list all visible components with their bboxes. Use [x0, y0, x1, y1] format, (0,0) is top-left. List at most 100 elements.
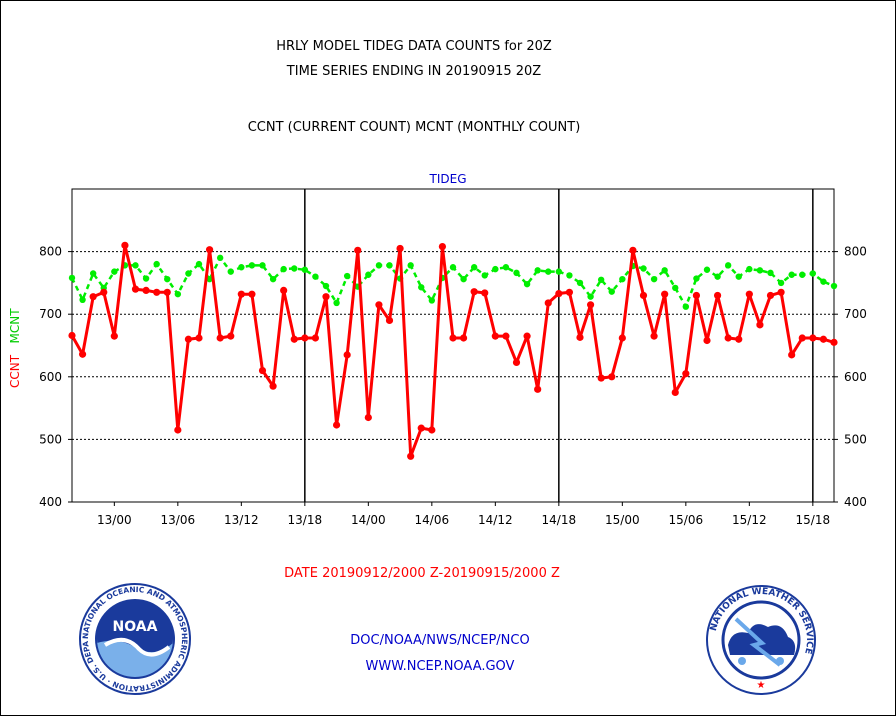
- ccnt-point: [544, 299, 552, 307]
- ccnt-point: [301, 334, 309, 342]
- mcnt-point: [682, 303, 690, 310]
- mcnt-point: [576, 279, 584, 287]
- mcnt-point: [386, 262, 393, 269]
- mcnt-point: [111, 268, 118, 275]
- mcnt-point: [216, 254, 224, 262]
- mcnt-point: [724, 262, 732, 269]
- ccnt-point: [110, 332, 118, 340]
- mcnt-point: [608, 288, 615, 295]
- ccnt-point: [290, 335, 298, 343]
- ccnt-point: [428, 426, 436, 434]
- mcnt-point: [89, 270, 97, 277]
- mcnt-point: [79, 296, 86, 304]
- mcnt-point: [206, 275, 213, 283]
- mcnt-point: [767, 269, 774, 277]
- mcnt-point: [322, 282, 330, 290]
- ccnt-point: [174, 426, 182, 434]
- mcnt-point: [68, 274, 76, 282]
- ccnt-point: [131, 285, 140, 293]
- mcnt-point: [799, 271, 806, 278]
- mcnt-point: [809, 270, 817, 277]
- ccnt-point: [523, 332, 531, 340]
- y-tick-label-right: 400: [844, 495, 867, 509]
- mcnt-point: [555, 268, 563, 275]
- ccnt-point: [280, 286, 288, 295]
- mcnt-point: [492, 265, 499, 273]
- ccnt-point: [184, 335, 193, 343]
- mcnt-point: [269, 275, 277, 283]
- ccnt-point: [692, 291, 701, 300]
- x-tick-label: 14/00: [351, 513, 386, 527]
- mcnt-point: [365, 271, 372, 278]
- ccnt-point: [396, 244, 404, 253]
- ccnt-point: [639, 291, 648, 300]
- ccnt-point: [311, 334, 320, 342]
- plot-area: [71, 188, 835, 503]
- ccnt-point: [449, 334, 457, 342]
- mcnt-point: [142, 275, 150, 282]
- mcnt-point: [788, 271, 795, 278]
- tideg-chart: 400 400 500 500 600 600 700 700 800 800 13/00 13/06…: [39, 188, 867, 527]
- mcnt-point: [418, 284, 425, 291]
- ccnt-point: [629, 246, 637, 254]
- y-tick-label-left: 500: [39, 432, 62, 446]
- ccnt-point: [618, 334, 626, 342]
- ccnt-point: [555, 289, 563, 298]
- mcnt-point: [777, 279, 785, 287]
- mcnt-point: [248, 262, 256, 269]
- x-tick-label: 14/06: [415, 513, 450, 527]
- mcnt-point: [693, 275, 700, 282]
- mcnt-point: [703, 266, 711, 273]
- mcnt-point: [672, 284, 679, 292]
- mcnt-point: [470, 264, 478, 271]
- mcnt-point: [820, 278, 827, 285]
- ccnt-point: [248, 290, 256, 298]
- ccnt-point: [163, 288, 171, 296]
- ccnt-point: [766, 291, 775, 300]
- chart-title-line2: TIME SERIES ENDING IN 20190915 20Z: [286, 64, 542, 79]
- ccnt-point: [407, 452, 415, 460]
- ccnt-point: [354, 246, 362, 254]
- mcnt-point: [407, 262, 414, 269]
- mcnt-point: [502, 264, 510, 271]
- ccnt-point: [258, 366, 267, 375]
- x-tick-label: 14/12: [478, 513, 513, 527]
- ccnt-point: [671, 388, 679, 397]
- noaa-logo: NOAA NATIONAL OCEANIC AND ATMOSPHERIC AD…: [79, 583, 191, 695]
- x-tick-label: 13/12: [224, 513, 259, 527]
- ccnt-point: [343, 351, 351, 359]
- mcnt-point: [545, 268, 552, 275]
- mcnt-point: [460, 275, 467, 283]
- date-range: DATE 20190912/2000 Z-20190915/2000 Z: [284, 566, 560, 581]
- y-tick-label-left: 400: [39, 495, 62, 509]
- ccnt-point: [798, 334, 806, 342]
- ccnt-point: [364, 413, 372, 422]
- mcnt-point: [312, 273, 319, 280]
- mcnt-point: [164, 275, 171, 283]
- org-text: DOC/NOAA/NWS/NCEP/NCO: [350, 633, 530, 648]
- ccnt-point: [756, 321, 764, 329]
- x-tick-label: 15/12: [732, 513, 767, 527]
- url-link[interactable]: WWW.NCEP.NOAA.GOV: [365, 659, 515, 674]
- ccnt-point: [777, 288, 785, 296]
- ccnt-point: [89, 293, 97, 301]
- y-tick-label-right: 600: [844, 370, 867, 384]
- y-tick-label-right: 500: [844, 432, 867, 446]
- ccnt-point: [332, 421, 341, 429]
- mcnt-point: [619, 275, 626, 283]
- mcnt-point: [238, 264, 245, 271]
- y-tick-label-right: 800: [844, 245, 867, 259]
- mcnt-point: [735, 273, 742, 280]
- ccnt-point: [703, 336, 711, 345]
- ccnt-point: [269, 382, 277, 390]
- ccnt-point: [597, 374, 605, 382]
- ccnt-point: [100, 288, 108, 296]
- ccnt-point: [608, 373, 616, 381]
- ccnt-point: [713, 291, 722, 300]
- noaa-logo-text: NOAA: [113, 619, 158, 635]
- ccnt-point: [195, 334, 203, 342]
- mcnt-point: [153, 260, 160, 268]
- x-tick-label: 15/06: [669, 513, 704, 527]
- ccnt-point: [470, 288, 478, 296]
- x-tick-label: 13/18: [288, 513, 323, 527]
